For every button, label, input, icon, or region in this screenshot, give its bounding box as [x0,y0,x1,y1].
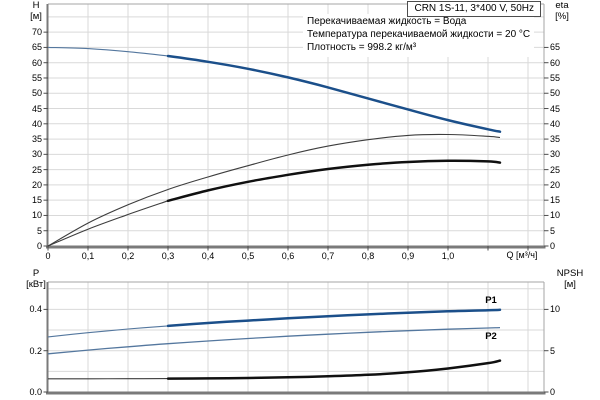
h-tick-label: 35 [31,134,42,145]
pump-model-title: CRN 1S-11, 3*400 V, 50Hz [407,1,541,17]
axis-title-npsh: NPSH [556,268,584,279]
h-tick-label: 60 [31,57,42,68]
liquid-info-block: Перекачиваемая жидкость = Вода Температу… [303,14,535,57]
curve-H-thin [47,46,169,57]
x-tick-label: 0,6 [281,251,295,261]
h-tick-label: 10 [31,210,42,221]
p-tick-label: 0.4 [29,304,42,315]
p-tick-label: 0.2 [29,345,42,356]
p-tick-label: 0.0 [29,387,42,397]
h-tick-label: 45 [31,103,42,114]
x-tick-label: 0,7 [321,251,335,261]
p1-curve-label: P1 [485,295,497,306]
eta-tick-label: 5 [550,225,556,236]
eta-tick-label: 50 [550,88,561,99]
eta-tick-label: 55 [550,72,561,83]
h-tick-label: 70 [31,27,42,38]
info-line-density: Плотность = 998.2 кг/м³ [307,42,417,53]
curve-eta-pump-motor-duty [166,159,502,203]
h-tick-label: 0 [36,241,42,251]
eta-tick-label: 30 [550,149,561,160]
h-tick-label: 20 [31,179,42,190]
h-tick-label: 65 [31,42,42,53]
h-tick-label: 25 [31,164,42,175]
x-tick-label: 0,3 [161,251,175,261]
h-tick-label: 15 [31,195,42,206]
curve-eta-pump [47,133,501,247]
h-tick-label: 50 [31,88,42,99]
eta-tick-label: 35 [550,134,561,145]
x-tick-label: 0,8 [361,251,375,261]
npsh-tick-label: 0 [550,387,556,397]
x-tick-label: 0,9 [401,251,415,261]
eta-tick-label: 25 [550,164,561,175]
npsh-tick-label: 5 [550,345,556,356]
curve-P1-duty [166,308,502,328]
right-axis-title-eta: eta [%] [546,0,578,22]
curve-P1-thin [47,325,169,338]
h-tick-label: 55 [31,72,42,83]
right-axis-title-npsh: NPSH [м] [548,268,592,290]
x-axis-unit-label: Q [м³/ч] [506,250,538,260]
eta-tick-label: 15 [550,195,561,206]
left-axis-title-h: H [м] [22,0,50,22]
axis-title-h: H [32,0,40,11]
x-tick-label: 0,4 [201,251,215,261]
h-tick-label: 30 [31,149,42,160]
axis-title-p: P [32,268,40,279]
eta-tick-label: 40 [550,118,561,129]
npsh-tick-label: 10 [550,304,561,315]
curve-eta-pump-motor-thin [47,200,169,247]
x-tick-label: 0,1 [81,251,95,261]
x-tick-label: 0 [45,251,51,261]
eta-tick-label: 65 [550,42,561,53]
axis-title-eta-unit: [%] [555,11,569,22]
axis-title-p-unit: [кВт] [26,279,46,290]
h-tick-label: 5 [36,225,42,236]
x-tick-label: 0,2 [121,251,135,261]
curve-H-duty [166,54,502,133]
x-tick-label: 1,0 [441,251,455,261]
axis-title-eta: eta [555,0,569,11]
curve-P2 [47,326,501,355]
axis-title-npsh-unit: [м] [564,279,576,290]
info-line-temperature: Температура перекачиваемой жидкости = 20… [307,29,531,40]
p2-curve-label: P2 [485,331,497,342]
panel-bg-1 [48,282,544,392]
axis-title-h-unit: [м] [30,11,42,22]
curve-NPSH-duty [166,359,502,380]
eta-tick-label: 45 [550,103,561,114]
eta-tick-label: 20 [550,179,561,190]
eta-tick-label: 0 [550,241,556,251]
eta-tick-label: 10 [550,210,561,221]
x-tick-label: 0,5 [241,251,255,261]
eta-tick-label: 60 [550,57,561,68]
h-tick-label: 40 [31,118,42,129]
info-line-liquid: Перекачиваемая жидкость = Вода [307,16,467,27]
left-axis-title-p: P [кВт] [14,268,58,290]
